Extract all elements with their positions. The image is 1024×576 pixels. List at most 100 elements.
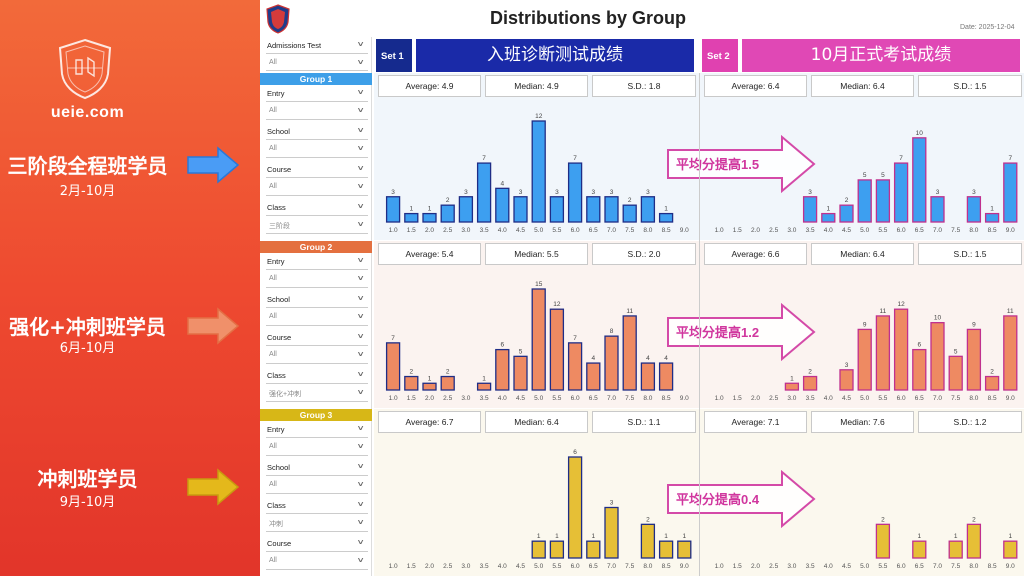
chevron-down-icon[interactable]: ∨ xyxy=(356,182,365,190)
slicer-dropdown-entry[interactable]: All xyxy=(269,443,277,450)
bar xyxy=(984,212,1000,223)
chevron-down-icon[interactable]: ∨ xyxy=(356,442,365,450)
group-header-1: Group 1 xyxy=(260,73,372,85)
bar xyxy=(857,328,872,391)
data-label: 2 xyxy=(409,369,413,376)
bar xyxy=(476,162,492,223)
slicer-divider xyxy=(266,493,368,494)
data-label: 2 xyxy=(881,516,885,523)
data-label: 3 xyxy=(610,189,614,196)
slicer-dropdown-entry[interactable]: All xyxy=(269,275,277,282)
x-tick-label: 6.0 xyxy=(571,395,580,402)
slicer-dropdown-entry[interactable]: All xyxy=(269,107,277,114)
admissions-test-dropdown[interactable]: All xyxy=(269,59,277,66)
bar xyxy=(640,523,656,559)
chevron-down-icon[interactable]: ∨ xyxy=(356,40,365,48)
data-label: 1 xyxy=(664,533,668,540)
bar xyxy=(549,196,565,223)
x-tick-label: 6.0 xyxy=(897,563,906,570)
x-tick-label: 3.0 xyxy=(461,563,470,570)
chevron-down-icon[interactable]: ∨ xyxy=(356,106,365,114)
chevron-down-icon[interactable]: ∨ xyxy=(356,462,365,470)
chevron-down-icon[interactable]: ∨ xyxy=(356,538,365,546)
bar xyxy=(1003,540,1018,559)
slicer-divider xyxy=(266,325,368,326)
slicer-dropdown-class[interactable]: 冲刺 xyxy=(269,521,283,528)
x-tick-label: 3.5 xyxy=(806,395,815,402)
chevron-down-icon[interactable]: ∨ xyxy=(356,88,365,96)
chevron-down-icon[interactable]: ∨ xyxy=(356,370,365,378)
x-tick-label: 4.5 xyxy=(842,563,851,570)
slicer-dropdown-course[interactable]: All xyxy=(269,351,277,358)
bar xyxy=(422,382,437,391)
slicer-divider xyxy=(266,70,368,71)
slicer-dropdown-class[interactable]: 强化+冲刺 xyxy=(269,391,302,398)
slicer-dropdown-class[interactable]: 三阶段 xyxy=(269,223,290,230)
slicer-dropdown-school[interactable]: All xyxy=(269,313,277,320)
bar xyxy=(622,204,637,223)
x-tick-label: 8.0 xyxy=(643,227,652,234)
x-tick-label: 3.5 xyxy=(480,395,489,402)
data-label: 3 xyxy=(555,189,559,196)
slicer-divider xyxy=(266,307,368,308)
x-tick-label: 7.5 xyxy=(951,563,960,570)
bar xyxy=(912,540,927,559)
x-tick-label: 1.5 xyxy=(733,563,742,570)
x-tick-label: 8.0 xyxy=(969,563,978,570)
x-tick-label: 6.0 xyxy=(571,563,580,570)
chevron-down-icon[interactable]: ∨ xyxy=(356,350,365,358)
bar xyxy=(839,204,854,223)
x-tick-label: 3.5 xyxy=(480,227,489,234)
slicer-dropdown-school[interactable]: All xyxy=(269,145,277,152)
x-tick-label: 8.5 xyxy=(662,227,671,234)
x-tick-label: 3.0 xyxy=(787,395,796,402)
chevron-down-icon[interactable]: ∨ xyxy=(356,274,365,282)
x-tick-label: 4.5 xyxy=(516,227,525,234)
data-label: 8 xyxy=(610,328,614,335)
chevron-down-icon[interactable]: ∨ xyxy=(356,388,365,396)
chevron-down-icon[interactable]: ∨ xyxy=(356,556,365,564)
slicer-dropdown-course[interactable]: All xyxy=(269,183,277,190)
slicer-label-class: Class xyxy=(267,203,286,212)
slicer-divider xyxy=(266,287,368,288)
data-label: 2 xyxy=(808,369,812,376)
chevron-down-icon[interactable]: ∨ xyxy=(356,58,365,66)
x-tick-label: 5.5 xyxy=(552,563,561,570)
chevron-down-icon[interactable]: ∨ xyxy=(356,220,365,228)
chevron-down-icon[interactable]: ∨ xyxy=(356,332,365,340)
histogram-chart: 1.0 1.5 2.0 2.5 3.0 3.5 3 4.0 1 4.5 2 5.0 5 5.5 5 6.0 7 6… xyxy=(715,130,1018,234)
set2-title-box: 10月正式考试成绩 xyxy=(742,39,1020,72)
x-tick-label: 5.5 xyxy=(878,395,887,402)
chevron-down-icon[interactable]: ∨ xyxy=(356,424,365,432)
chevron-down-icon[interactable]: ∨ xyxy=(356,294,365,302)
slicer-divider xyxy=(266,401,368,402)
bar xyxy=(640,362,656,391)
chevron-down-icon[interactable]: ∨ xyxy=(356,518,365,526)
slicer-dropdown-course[interactable]: All xyxy=(269,557,277,564)
chevron-down-icon[interactable]: ∨ xyxy=(356,256,365,264)
x-tick-label: 3.0 xyxy=(461,227,470,234)
chevron-down-icon[interactable]: ∨ xyxy=(356,480,365,488)
x-tick-label: 6.5 xyxy=(589,563,598,570)
chevron-down-icon[interactable]: ∨ xyxy=(356,312,365,320)
chevron-down-icon[interactable]: ∨ xyxy=(356,126,365,134)
x-tick-label: 2.5 xyxy=(769,227,778,234)
chevron-down-icon[interactable]: ∨ xyxy=(356,500,365,508)
bar xyxy=(912,348,927,391)
chevron-down-icon[interactable]: ∨ xyxy=(356,164,365,172)
slicer-label-entry: Entry xyxy=(267,257,285,266)
chevron-down-icon[interactable]: ∨ xyxy=(356,202,365,210)
x-tick-label: 8.5 xyxy=(988,227,997,234)
bar xyxy=(440,375,455,391)
chevron-down-icon[interactable]: ∨ xyxy=(356,144,365,152)
x-tick-label: 4.0 xyxy=(498,563,507,570)
data-label: 3 xyxy=(610,500,614,507)
data-label: 7 xyxy=(573,155,577,162)
x-tick-label: 7.5 xyxy=(625,227,634,234)
x-tick-label: 1.0 xyxy=(389,227,398,234)
x-tick-label: 1.5 xyxy=(733,395,742,402)
slicer-divider xyxy=(266,345,368,346)
x-tick-label: 8.0 xyxy=(969,395,978,402)
slicer-divider xyxy=(266,269,368,270)
slicer-dropdown-school[interactable]: All xyxy=(269,481,277,488)
